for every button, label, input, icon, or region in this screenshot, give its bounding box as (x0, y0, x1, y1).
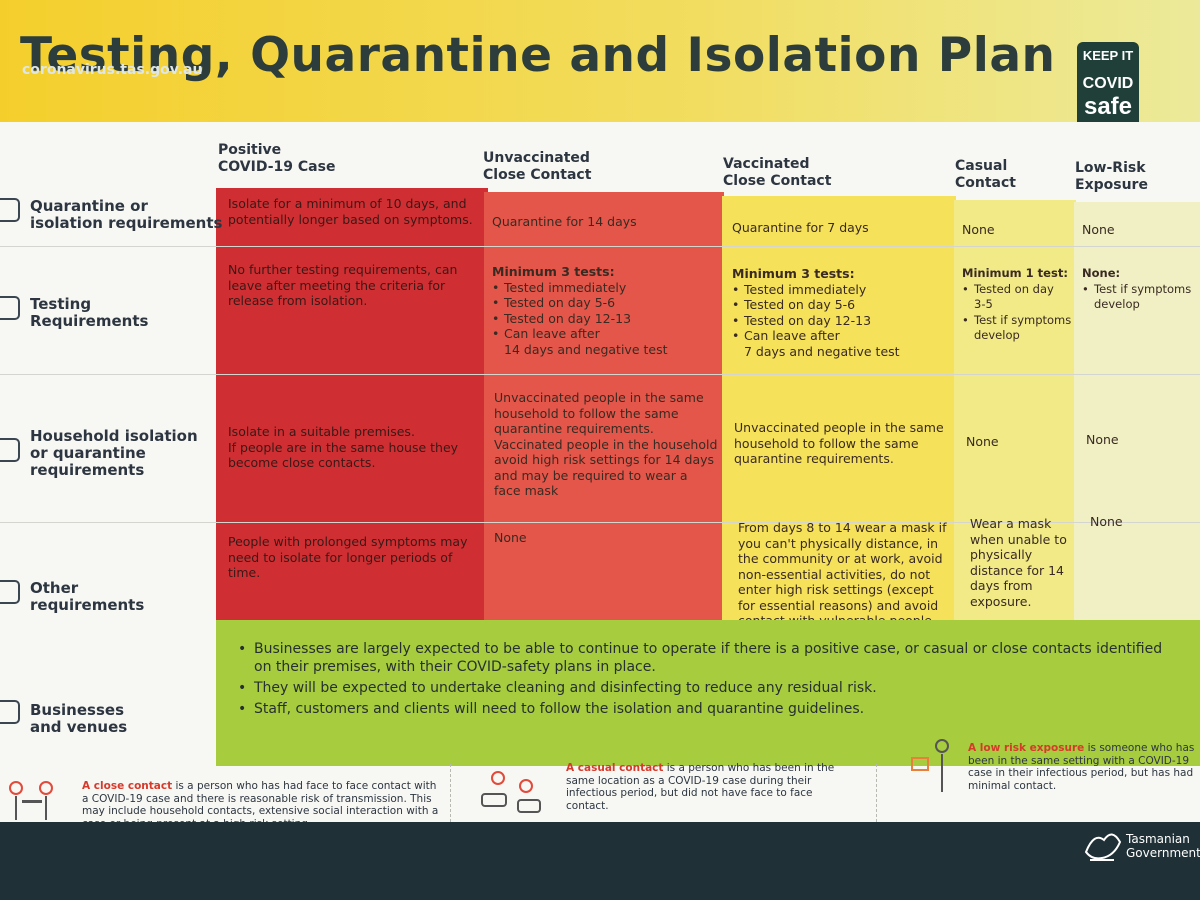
list-item: Tested on day 5-6 (492, 295, 717, 311)
definition-divider (876, 764, 877, 822)
testing-vaccinated-heading: Minimum 3 tests: (732, 266, 855, 281)
list-item: Tested on day 5-6 (732, 297, 947, 313)
gov-line1: Tasmanian (1126, 832, 1190, 846)
badge-line3: safe (1083, 93, 1133, 120)
close-contact-lead: A close contact (82, 780, 173, 792)
list-item: Can leave after 7 days and negative test (732, 328, 947, 359)
row-label-business: Businesses and venues (30, 701, 128, 736)
vaccinated-column (722, 196, 956, 638)
testing-casual-heading: Minimum 1 test: (962, 266, 1068, 280)
row-divider (0, 522, 1200, 523)
row-label-household: Household isolation or quarantine requir… (30, 427, 198, 479)
positive-case-column (216, 188, 488, 664)
low-risk-definition: A low risk exposure is someone who has b… (968, 742, 1198, 792)
list-item: Tested immediately (492, 280, 717, 296)
header-banner (0, 0, 1200, 122)
other-vaccinated: From days 8 to 14 wear a mask if you can… (738, 520, 947, 628)
testing-vaccinated: Minimum 3 tests: Tested immediately Test… (732, 266, 947, 359)
row-label-testing: Testing Requirements (30, 295, 149, 330)
column-header-casual: Casual Contact (955, 158, 1016, 191)
list-item: Can leave after 14 days and negative tes… (492, 326, 717, 357)
list-item: Test if symptoms develop (1082, 282, 1196, 313)
badge-line1: KEEP IT (1082, 48, 1134, 63)
household-low-risk: None (1086, 432, 1119, 447)
quarantine-icon (0, 198, 20, 222)
business-icon (0, 700, 20, 724)
column-header-low-risk: Low-Risk Exposure (1075, 160, 1148, 193)
quarantine-casual: None (962, 222, 995, 237)
government-name: Tasmanian Government (1126, 832, 1200, 860)
list-item: Tested on day 12-13 (492, 311, 717, 327)
testing-unvaccinated-heading: Minimum 3 tests: (492, 264, 615, 279)
casual-contact-lead: A casual contact (566, 762, 664, 774)
house-icon (0, 438, 20, 462)
other-positive: People with prolonged symptoms may need … (228, 534, 468, 580)
quarantine-vaccinated: Quarantine for 7 days (732, 220, 869, 235)
gov-line2: Government (1126, 846, 1200, 860)
list-item: Tested immediately (732, 282, 947, 298)
footer-bar (0, 822, 1200, 900)
page-title: Testing, Quarantine and Isolation Plan (20, 28, 1056, 83)
other-low-risk: None (1090, 514, 1123, 529)
list-item: Tested on day 3-5 (962, 282, 1072, 313)
list-item: Businesses are largely expected to be ab… (238, 640, 1178, 676)
testing-low-heading: None: (1082, 266, 1121, 280)
close-contact-definition: A close contact is a person who has had … (82, 780, 440, 830)
tasmanian-government-logo-icon (1084, 833, 1122, 861)
low-risk-text: is someone who has been in the same sett… (968, 742, 1195, 792)
row-divider (0, 374, 1200, 375)
casual-contact-illustration-icon (481, 771, 541, 813)
close-contact-illustration-icon (9, 781, 53, 820)
badge-line2: COVID (1082, 75, 1134, 92)
household-unvaccinated: Unvaccinated people in the same househol… (494, 390, 718, 498)
column-header-unvaccinated: Unvaccinated Close Contact (483, 150, 592, 183)
unvaccinated-column (484, 192, 724, 646)
list-item: Tested on day 12-13 (732, 313, 947, 329)
column-header-positive: Positive COVID-19 Case (218, 142, 336, 175)
testing-positive: No further testing requirements, can lea… (228, 262, 458, 308)
testing-low-risk: None: Test if symptoms develop (1082, 266, 1196, 313)
list-item: Test if symptoms develop (962, 313, 1072, 344)
testing-unvaccinated: Minimum 3 tests: Tested immediately Test… (492, 264, 717, 357)
casual-contact-text: is a person who has been in the same loc… (566, 762, 835, 812)
household-positive: Isolate in a suitable premises. If peopl… (228, 424, 459, 470)
other-casual: Wear a mask when unable to physically di… (970, 516, 1067, 609)
list-item: They will be expected to undertake clean… (238, 679, 1178, 697)
household-casual: None (966, 434, 999, 449)
low-risk-lead: A low risk exposure (968, 742, 1085, 754)
casual-contact-column (954, 200, 1076, 630)
column-header-vaccinated: Vaccinated Close Contact (723, 156, 832, 189)
testing-casual: Minimum 1 test: Tested on day 3-5 Test i… (962, 266, 1072, 344)
casual-contact-definition: A casual contact is a person who has bee… (566, 762, 846, 812)
low-risk-column (1074, 202, 1200, 626)
household-vaccinated: Unvaccinated people in the same househol… (734, 420, 944, 466)
low-risk-illustration-icon (911, 739, 949, 792)
footer-url: coronavirus.tas.gov.au (22, 62, 203, 78)
other-unvaccinated: None (494, 530, 527, 545)
phone-icon (0, 580, 20, 604)
row-label-other: Other requirements (30, 579, 145, 614)
quarantine-unvaccinated: Quarantine for 14 days (492, 214, 637, 229)
test-swab-icon (0, 296, 20, 320)
definition-divider (450, 764, 451, 822)
businesses-band: Businesses are largely expected to be ab… (216, 620, 1200, 766)
row-divider (0, 246, 1200, 247)
row-label-quarantine: Quarantine or isolation requirements (30, 197, 223, 232)
quarantine-low-risk: None (1082, 222, 1115, 237)
quarantine-positive: Isolate for a minimum of 10 days, and po… (228, 196, 473, 227)
list-item: Staff, customers and clients will need t… (238, 700, 1178, 718)
